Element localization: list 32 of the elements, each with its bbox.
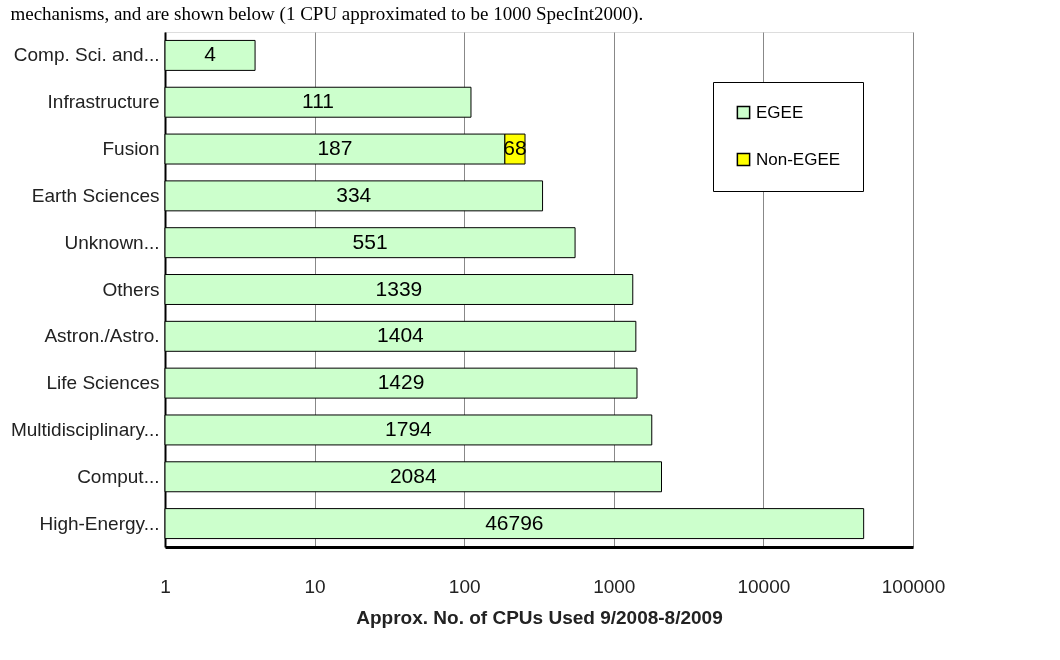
data-label: 111 [302,89,334,113]
data-label: 187 [317,136,353,160]
y-tick-label: Infrastructure [47,91,160,113]
y-tick-label: High-Energy... [39,512,160,534]
y-tick-label: Comp. Sci. and... [13,44,160,66]
y-tick-label: Unknown... [64,231,160,253]
x-tick-label: 1000 [593,575,636,597]
data-label: 551 [352,229,388,253]
data-label: 2084 [389,463,437,487]
data-label: 1429 [377,370,425,394]
y-tick-label: Others [102,278,160,300]
data-label: 1404 [377,323,425,347]
x-tick-label: 10000 [737,575,791,597]
data-label: 334 [336,182,372,206]
text: mechanisms, and are shown below (1 CPU approximated to be 1000 SpecInt2000). [10,3,644,25]
y-tick-label: Multidisciplinary... [10,418,160,440]
y-tick-label: Fusion [102,138,160,160]
data-label: 1339 [375,276,423,300]
data-label: 4 [204,42,217,66]
data-label: 46796 [485,510,544,534]
legend-label: EGEE [756,102,804,122]
x-axis-title: Approx. No. of CPUs Used 9/2008-8/2009 [356,606,723,628]
x-tick-label: 100 [448,575,481,597]
legend-label: Non-EGEE [756,149,841,169]
data-label: 1794 [385,416,433,440]
x-tick-label: 10 [304,575,326,597]
y-tick-label: Astron./Astro. [44,325,160,347]
y-tick-label: Life Sciences [46,372,160,394]
x-tick-label: 100000 [881,575,946,597]
y-tick-label: Earth Sciences [31,184,160,206]
y-tick-label: Comput... [77,465,160,487]
x-tick-label: 1 [160,575,171,597]
